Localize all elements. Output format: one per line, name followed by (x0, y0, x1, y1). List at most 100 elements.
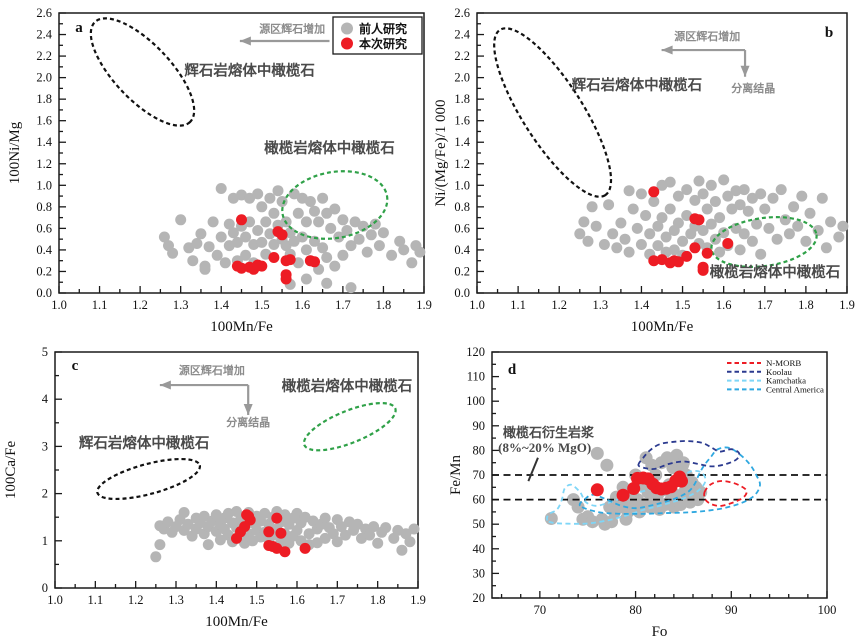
y-tick-label: 0.0 (454, 286, 470, 300)
data-point-red (675, 474, 688, 488)
arrow-head-icon (661, 45, 673, 55)
data-point-red (648, 255, 660, 267)
data-point-gray (260, 216, 272, 228)
data-point-gray (603, 199, 615, 211)
x-tick-label: 1.3 (173, 298, 189, 312)
data-point-gray (317, 192, 329, 204)
x-tick-label: 1.1 (92, 298, 108, 312)
data-point-red (689, 242, 701, 254)
x-tick-label: 80 (629, 603, 642, 617)
data-point-red (263, 540, 275, 551)
pyroxenite-melt-field (89, 17, 196, 127)
data-point-gray (783, 228, 795, 240)
data-point-gray (183, 242, 195, 254)
data-point-gray (288, 235, 300, 247)
annotation-text: 辉石岩熔体中橄榄石 (184, 61, 315, 79)
pyroxenite-melt-field (96, 457, 202, 501)
data-point-gray (714, 246, 726, 258)
data-point-red (722, 238, 734, 249)
field-outline-central-america (578, 446, 761, 515)
x-tick-label: 1.4 (213, 298, 229, 312)
y-tick-label: 1.6 (454, 114, 470, 128)
data-point-gray (590, 446, 604, 460)
data-point-gray (664, 176, 676, 188)
y-tick-label: 5 (42, 345, 48, 359)
data-point-gray (652, 240, 664, 252)
tick-labels: 1.0 1.1 1.2 1.3 1.4 1.5 1.6 1.7 1.8 1.9 0.0 0.2 0.4 0… (454, 6, 854, 312)
data-point-red (701, 247, 713, 259)
data-point-gray (349, 216, 361, 228)
panel-letter: a (75, 20, 83, 36)
data-point-gray (718, 174, 730, 186)
data-point-red (309, 256, 320, 268)
data-point-gray (252, 188, 264, 200)
data-point-gray (231, 236, 243, 248)
y-tick-label: 20 (473, 591, 486, 605)
data-point-gray (755, 248, 767, 260)
x-tick-label: 90 (725, 603, 738, 617)
data-point-gray (240, 249, 252, 261)
data-point-red (268, 252, 280, 263)
data-point-gray (746, 192, 758, 204)
annotation-text: 橄榄岩熔体中橄榄石 (282, 377, 413, 395)
data-point-gray (660, 231, 672, 243)
data-point-gray (676, 456, 690, 470)
data-point-gray (300, 273, 312, 285)
data-point-gray (215, 231, 227, 243)
data-point-gray (396, 544, 408, 556)
x-tick-label: 1.2 (128, 593, 144, 607)
panel-letter: b (825, 25, 833, 41)
data-point-gray (335, 521, 347, 533)
data-point-gray (689, 194, 701, 206)
data-point-gray (767, 192, 779, 204)
data-point-gray (825, 216, 837, 228)
y-tick-label: 1.4 (454, 135, 470, 149)
data-point-gray (300, 244, 312, 256)
axis-ticks (54, 351, 419, 589)
data-point-gray (705, 179, 717, 191)
series-previous-studies (158, 183, 426, 294)
y-tick-label: 0.8 (36, 200, 52, 214)
arrow-head-icon (159, 380, 171, 390)
series-previous-studies (150, 506, 420, 563)
data-point-gray (656, 212, 668, 224)
data-point-gray (199, 263, 211, 275)
y-axis-title: 100Ca/Fe (3, 440, 19, 499)
x-axis-title: Fo (652, 624, 668, 639)
data-point-gray (697, 225, 709, 236)
data-point-red (284, 254, 296, 266)
data-point-gray (792, 220, 804, 232)
data-point-gray (365, 229, 377, 241)
data-point-gray (788, 201, 800, 213)
annotation-text: 源区辉石增加 (674, 29, 740, 43)
data-point-gray (167, 247, 179, 259)
data-point-gray (296, 231, 308, 243)
data-point-gray (722, 190, 734, 202)
data-point-gray (820, 242, 832, 254)
data-point-gray (377, 227, 389, 239)
legend-marker-icon (341, 37, 353, 50)
slash-mark (527, 457, 539, 482)
data-point-red (672, 256, 684, 268)
data-point-gray (178, 507, 190, 518)
x-tick-label: 1.7 (335, 298, 351, 312)
y-axis-title: Fe/Mn (448, 455, 464, 496)
data-point-gray (364, 529, 376, 541)
x-tick-label: 1.8 (370, 593, 386, 607)
annotation-text: 辉石岩熔体中橄榄石 (572, 76, 703, 94)
data-point-gray (697, 188, 709, 200)
y-axis-title: 100Ni/Mg (7, 121, 23, 184)
annotation-text: 橄榄石衍生岩浆 (503, 425, 595, 440)
y-tick-label: 1.6 (36, 114, 52, 128)
y-tick-label: 2.4 (36, 28, 52, 42)
data-point-gray (337, 249, 349, 261)
data-point-gray (779, 214, 791, 226)
data-point-gray (207, 216, 219, 228)
data-point-gray (623, 246, 635, 258)
data-point-gray (227, 227, 239, 239)
data-point-gray (319, 532, 331, 544)
data-point-gray (256, 201, 268, 213)
